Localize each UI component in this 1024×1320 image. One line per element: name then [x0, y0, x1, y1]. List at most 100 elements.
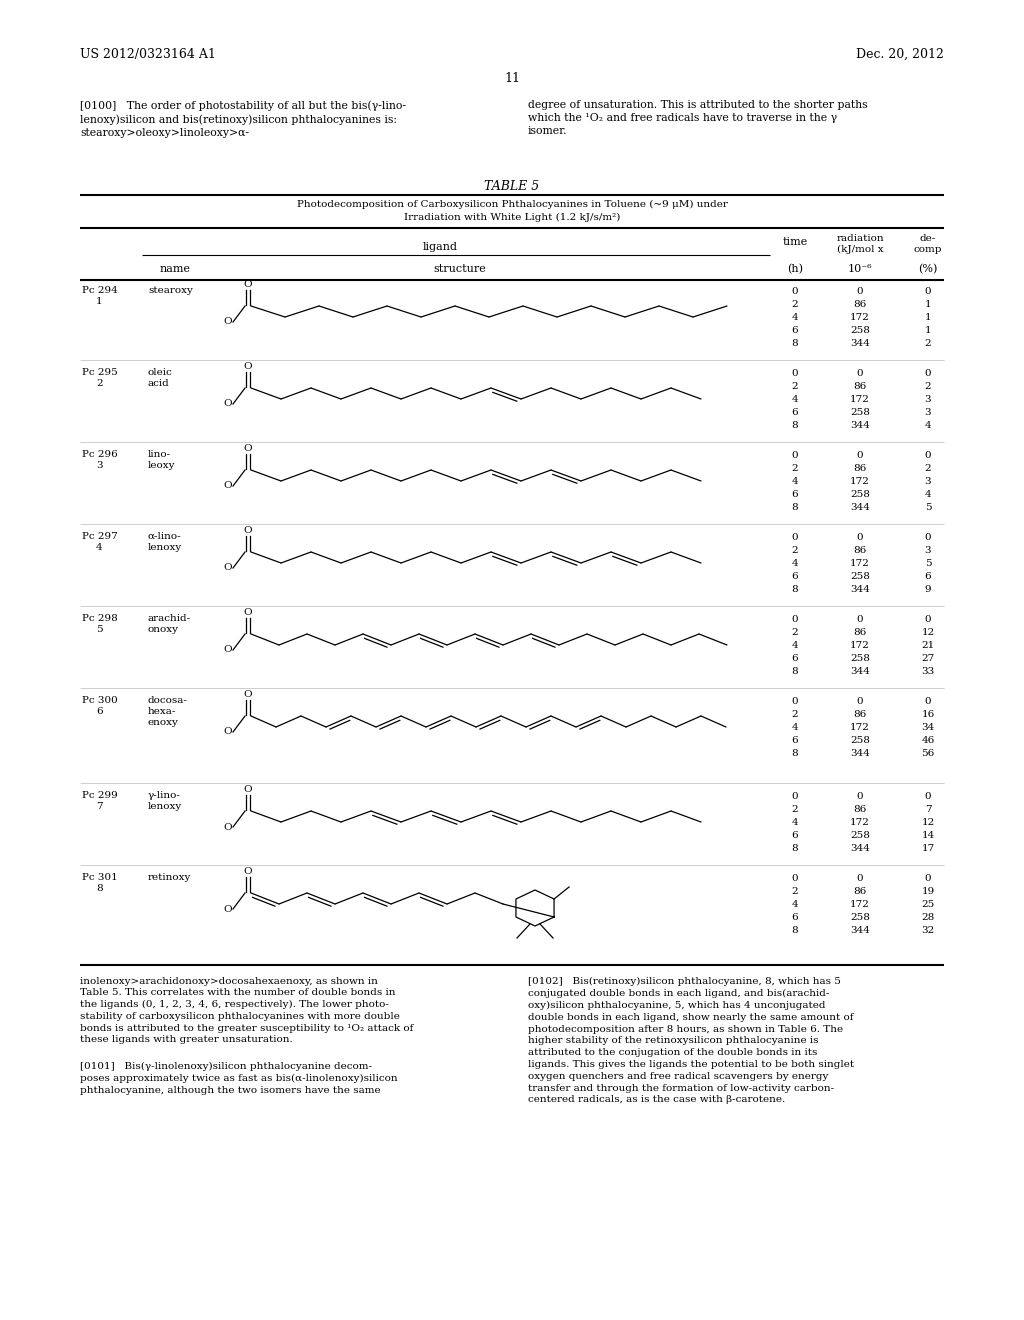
Text: 3: 3 [925, 395, 931, 404]
Text: 2: 2 [792, 887, 799, 896]
Text: 0: 0 [792, 286, 799, 296]
Text: O: O [223, 482, 232, 491]
Text: stearoxy: stearoxy [148, 286, 193, 294]
Text: 344: 344 [850, 927, 870, 935]
Text: 0: 0 [792, 697, 799, 706]
Text: 258: 258 [850, 737, 870, 744]
Text: 86: 86 [853, 546, 866, 554]
Text: 6: 6 [792, 572, 799, 581]
Text: 56: 56 [922, 748, 935, 758]
Text: 0: 0 [792, 615, 799, 624]
Text: [0100]   The order of photostability of all but the bis(γ-lino-
lenoxy)silicon a: [0100] The order of photostability of al… [80, 100, 406, 137]
Text: γ-lino-
lenoxy: γ-lino- lenoxy [148, 791, 182, 810]
Text: 4: 4 [792, 313, 799, 322]
Text: 4: 4 [792, 642, 799, 649]
Text: 344: 344 [850, 503, 870, 512]
Text: 2: 2 [792, 628, 799, 638]
Text: 86: 86 [853, 628, 866, 638]
Text: O: O [244, 609, 252, 616]
Text: 0: 0 [925, 286, 931, 296]
Text: (%): (%) [919, 264, 938, 275]
Text: inolenoxy>arachidonoxy>docosahexaenoxy, as shown in: inolenoxy>arachidonoxy>docosahexaenoxy, … [80, 977, 378, 986]
Text: 46: 46 [922, 737, 935, 744]
Text: 4: 4 [792, 395, 799, 404]
Text: 2: 2 [792, 381, 799, 391]
Text: 172: 172 [850, 558, 870, 568]
Text: 12: 12 [922, 818, 935, 828]
Text: O: O [223, 400, 232, 408]
Text: 7: 7 [925, 805, 931, 814]
Text: O: O [244, 362, 252, 371]
Text: 86: 86 [853, 465, 866, 473]
Text: O: O [244, 690, 252, 700]
Text: 16: 16 [922, 710, 935, 719]
Text: 172: 172 [850, 395, 870, 404]
Text: 0: 0 [857, 370, 863, 378]
Text: 6: 6 [792, 653, 799, 663]
Text: 258: 258 [850, 490, 870, 499]
Text: O: O [244, 525, 252, 535]
Text: 172: 172 [850, 642, 870, 649]
Text: 0: 0 [925, 615, 931, 624]
Text: 0: 0 [857, 792, 863, 801]
Text: 0: 0 [792, 792, 799, 801]
Text: 0: 0 [792, 370, 799, 378]
Text: Pc 295: Pc 295 [82, 368, 118, 378]
Text: 2: 2 [96, 379, 102, 388]
Text: 86: 86 [853, 805, 866, 814]
Text: 344: 344 [850, 748, 870, 758]
Text: 8: 8 [792, 339, 799, 348]
Text: 6: 6 [96, 708, 102, 715]
Text: O: O [223, 822, 232, 832]
Text: 0: 0 [925, 451, 931, 459]
Text: 86: 86 [853, 887, 866, 896]
Text: retinoxy: retinoxy [148, 873, 191, 882]
Text: 0: 0 [857, 615, 863, 624]
Text: 32: 32 [922, 927, 935, 935]
Text: Pc 296: Pc 296 [82, 450, 118, 459]
Text: 0: 0 [792, 874, 799, 883]
Text: 27: 27 [922, 653, 935, 663]
Text: 0: 0 [925, 533, 931, 543]
Text: 0: 0 [925, 874, 931, 883]
Text: lino-
leoxy: lino- leoxy [148, 450, 175, 470]
Text: α-lino-
lenoxy: α-lino- lenoxy [148, 532, 182, 552]
Text: Pc 294: Pc 294 [82, 286, 118, 294]
Text: 8: 8 [792, 927, 799, 935]
Text: 6: 6 [792, 832, 799, 840]
Text: 258: 258 [850, 913, 870, 921]
Text: O: O [244, 867, 252, 876]
Text: 344: 344 [850, 339, 870, 348]
Text: 0: 0 [925, 697, 931, 706]
Text: O: O [223, 318, 232, 326]
Text: 344: 344 [850, 667, 870, 676]
Text: Pc 297: Pc 297 [82, 532, 118, 541]
Text: (h): (h) [787, 264, 803, 275]
Text: 258: 258 [850, 653, 870, 663]
Text: 6: 6 [925, 572, 931, 581]
Text: 7: 7 [96, 803, 102, 810]
Text: 34: 34 [922, 723, 935, 733]
Text: 0: 0 [857, 451, 863, 459]
Text: 0: 0 [857, 533, 863, 543]
Text: 8: 8 [792, 421, 799, 430]
Text: 344: 344 [850, 843, 870, 853]
Text: 6: 6 [792, 490, 799, 499]
Text: 2: 2 [925, 381, 931, 391]
Text: 4: 4 [792, 558, 799, 568]
Text: 3: 3 [925, 408, 931, 417]
Text: 25: 25 [922, 900, 935, 909]
Text: Dec. 20, 2012: Dec. 20, 2012 [856, 48, 944, 61]
Text: Table 5. This correlates with the number of double bonds in
the ligands (0, 1, 2: Table 5. This correlates with the number… [80, 987, 414, 1044]
Text: 12: 12 [922, 628, 935, 638]
Text: structure: structure [433, 264, 486, 275]
Text: 0: 0 [925, 792, 931, 801]
Text: 8: 8 [96, 884, 102, 894]
Text: 5: 5 [925, 503, 931, 512]
Text: 0: 0 [925, 370, 931, 378]
Text: [0101]   Bis(γ-linolenoxy)silicon phthalocyanine decom-
poses approximately twic: [0101] Bis(γ-linolenoxy)silicon phthaloc… [80, 1063, 397, 1094]
Text: 2: 2 [792, 710, 799, 719]
Text: 6: 6 [792, 737, 799, 744]
Text: 4: 4 [792, 818, 799, 828]
Text: 8: 8 [792, 843, 799, 853]
